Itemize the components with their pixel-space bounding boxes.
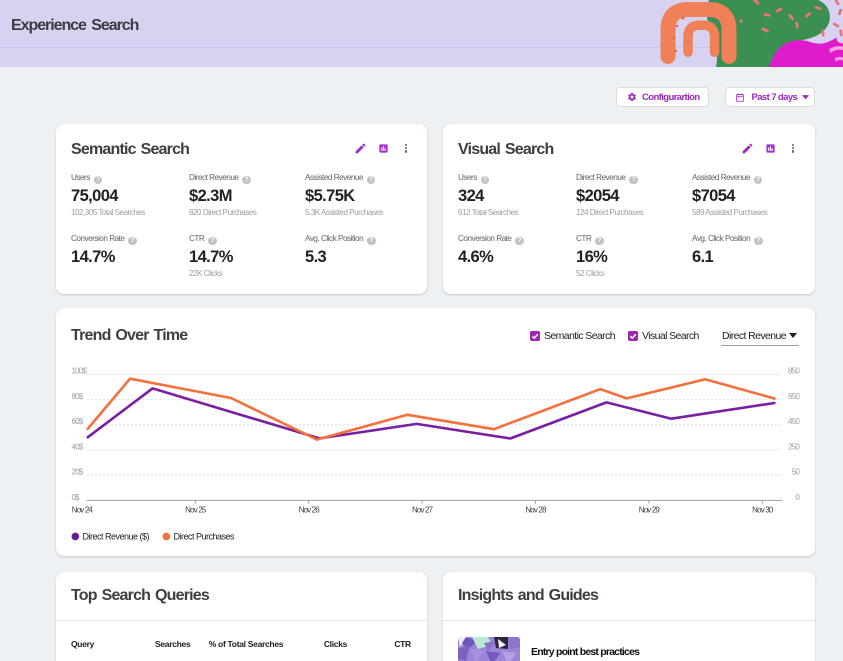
svg-text:50: 50 (792, 468, 801, 477)
svg-text:Nov 27: Nov 27 (412, 506, 434, 515)
svg-text:250: 250 (788, 442, 800, 451)
svg-text:450: 450 (788, 417, 800, 426)
svg-text:100$: 100$ (72, 366, 88, 375)
svg-text:Direct Revenue ($): Direct Revenue ($) (83, 532, 150, 542)
svg-text:0: 0 (795, 493, 800, 502)
svg-text:Nov 29: Nov 29 (639, 506, 661, 515)
svg-text:650: 650 (788, 392, 800, 401)
svg-text:Nov 25: Nov 25 (185, 506, 207, 515)
svg-text:Nov 30: Nov 30 (752, 506, 774, 515)
svg-text:850: 850 (788, 366, 800, 375)
svg-text:Direct Purchases: Direct Purchases (174, 532, 236, 542)
svg-text:80$: 80$ (72, 392, 84, 401)
svg-text:60$: 60$ (72, 417, 84, 426)
svg-text:Nov 28: Nov 28 (525, 506, 547, 515)
svg-text:Nov 24: Nov 24 (72, 506, 94, 515)
svg-text:40$: 40$ (72, 442, 84, 451)
svg-text:20$: 20$ (72, 468, 84, 477)
svg-text:Nov 26: Nov 26 (299, 506, 321, 515)
svg-text:0$: 0$ (72, 493, 81, 502)
